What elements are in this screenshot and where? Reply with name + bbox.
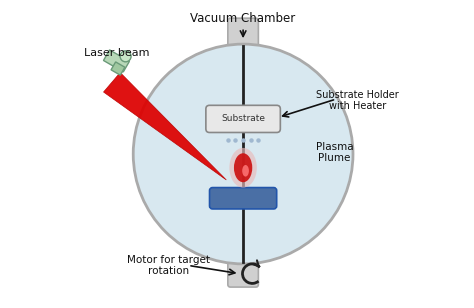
Polygon shape <box>103 50 129 72</box>
Circle shape <box>120 51 131 62</box>
FancyBboxPatch shape <box>206 105 280 132</box>
Text: Motor for target
rotation: Motor for target rotation <box>127 255 210 276</box>
Text: Plasma
Plume: Plasma Plume <box>316 142 354 163</box>
Circle shape <box>133 44 353 264</box>
Ellipse shape <box>229 148 257 188</box>
Polygon shape <box>111 62 125 75</box>
Ellipse shape <box>242 165 249 176</box>
FancyBboxPatch shape <box>228 18 258 49</box>
Polygon shape <box>103 72 226 180</box>
Ellipse shape <box>234 153 252 182</box>
FancyBboxPatch shape <box>210 188 277 209</box>
Text: Substrate: Substrate <box>221 114 265 124</box>
Text: Laser beam: Laser beam <box>84 48 149 58</box>
FancyBboxPatch shape <box>228 256 258 287</box>
Text: Substrate Holder
with Heater: Substrate Holder with Heater <box>316 90 399 111</box>
Text: Vacuum Chamber: Vacuum Chamber <box>191 12 296 25</box>
